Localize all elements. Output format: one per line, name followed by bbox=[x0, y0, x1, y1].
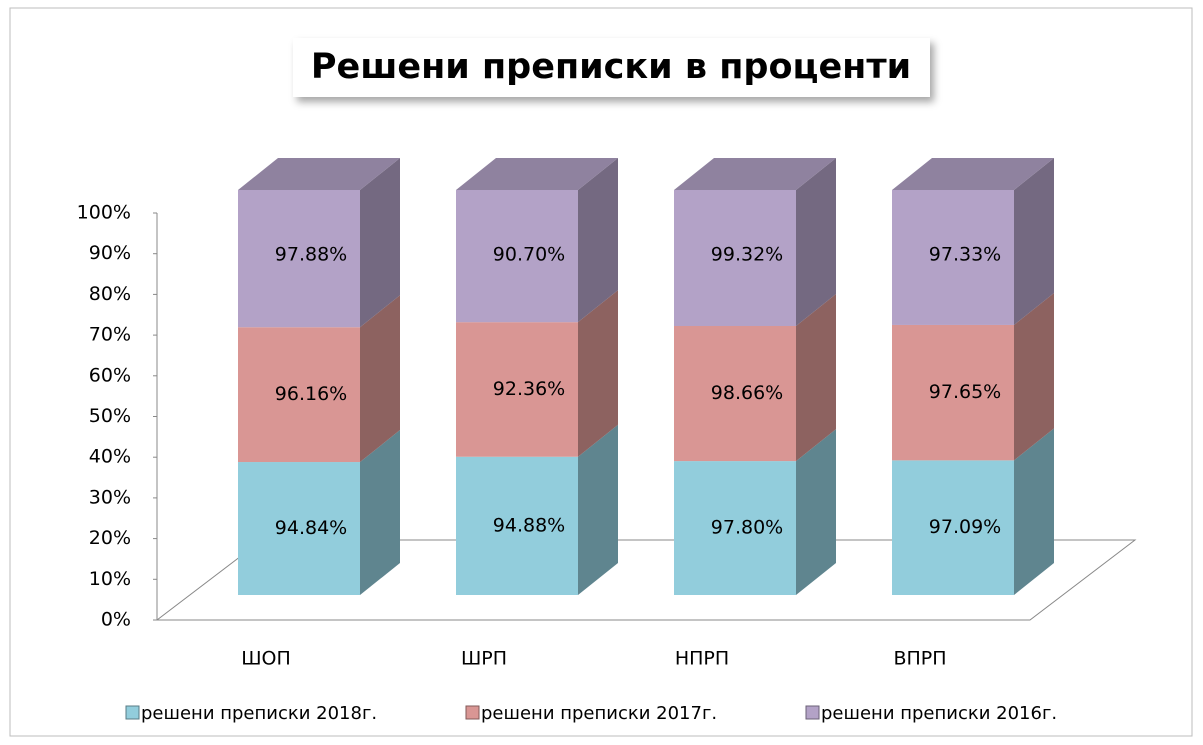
data-label: 97.65% bbox=[929, 381, 1001, 403]
data-label: 94.88% bbox=[493, 514, 565, 536]
x-tick-label: ВПРП bbox=[893, 648, 946, 670]
bar bbox=[892, 460, 1014, 595]
data-label: 98.66% bbox=[711, 382, 783, 404]
bar bbox=[892, 324, 1014, 461]
bar-top bbox=[238, 158, 400, 190]
data-label: 94.84% bbox=[275, 517, 347, 539]
data-label: 96.16% bbox=[275, 383, 347, 405]
legend-swatch bbox=[465, 705, 480, 720]
data-label: 97.33% bbox=[929, 244, 1001, 266]
x-tick-label: НПРП bbox=[675, 648, 729, 670]
bar-side bbox=[578, 424, 618, 595]
legend-swatch bbox=[125, 705, 140, 720]
bar bbox=[238, 462, 360, 595]
y-tick-label: 30% bbox=[89, 486, 131, 508]
bar bbox=[238, 190, 360, 328]
bar bbox=[456, 190, 578, 323]
bar-side bbox=[360, 430, 400, 595]
title-box bbox=[293, 38, 930, 97]
bar-top bbox=[456, 158, 618, 190]
x-tick-label: ШОП bbox=[241, 648, 291, 670]
y-tick-label: 10% bbox=[89, 568, 131, 590]
chart-title: Решени преписки в проценти bbox=[311, 47, 911, 87]
data-label: 99.32% bbox=[711, 244, 783, 266]
bar bbox=[238, 327, 360, 463]
y-tick-label: 50% bbox=[89, 405, 131, 427]
y-tick-label: 20% bbox=[89, 527, 131, 549]
bar-side bbox=[796, 158, 836, 326]
bar-side bbox=[1014, 158, 1054, 325]
data-label: 97.80% bbox=[711, 517, 783, 539]
bar-side bbox=[360, 295, 400, 463]
bar-top bbox=[892, 158, 1054, 190]
legend-label: решени преписки 2018г. bbox=[141, 703, 377, 724]
data-label: 90.70% bbox=[493, 244, 565, 266]
bar-side bbox=[796, 429, 836, 595]
bar-top bbox=[674, 158, 836, 190]
bar-side bbox=[1014, 428, 1054, 595]
bar bbox=[456, 322, 578, 457]
bar bbox=[674, 190, 796, 326]
legend-label: решени преписки 2017г. bbox=[481, 703, 717, 724]
x-tick-label: ШРП bbox=[461, 648, 507, 670]
data-label: 97.09% bbox=[929, 516, 1001, 538]
legend-swatch bbox=[805, 705, 820, 720]
bar-side bbox=[796, 293, 836, 462]
y-tick-label: 40% bbox=[89, 446, 131, 468]
bar bbox=[674, 461, 796, 595]
y-tick-label: 90% bbox=[89, 242, 131, 264]
bar-side bbox=[1014, 292, 1054, 461]
y-tick-label: 70% bbox=[89, 324, 131, 346]
bar bbox=[674, 325, 796, 462]
bar-side bbox=[578, 158, 618, 323]
bar bbox=[892, 190, 1014, 325]
floor bbox=[155, 539, 1137, 621]
y-tick-label: 100% bbox=[77, 202, 131, 224]
y-tick-label: 60% bbox=[89, 364, 131, 386]
bar-side bbox=[360, 158, 400, 328]
bar-side bbox=[578, 290, 618, 457]
data-label: 97.88% bbox=[275, 244, 347, 266]
legend-label: решени преписки 2016г. bbox=[821, 703, 1057, 724]
data-label: 92.36% bbox=[493, 378, 565, 400]
y-tick-label: 80% bbox=[89, 283, 131, 305]
y-tick-label: 0% bbox=[101, 609, 131, 631]
bar bbox=[456, 456, 578, 595]
